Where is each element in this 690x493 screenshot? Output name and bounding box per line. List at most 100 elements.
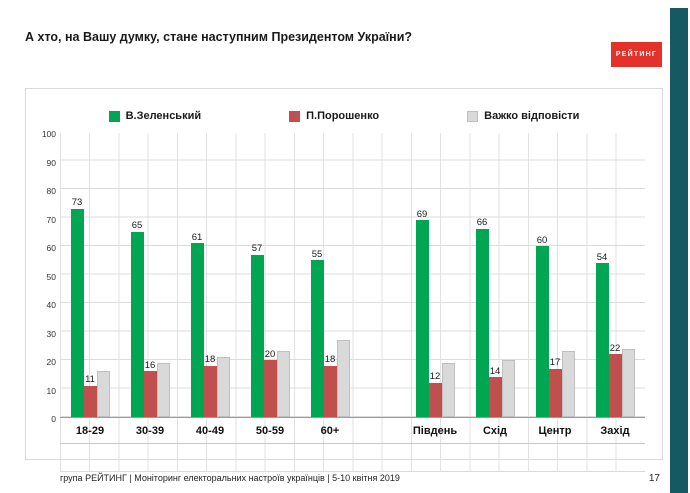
legend-label: Важко відповісти bbox=[484, 110, 580, 122]
y-axis: 100 90 80 70 60 50 40 30 20 10 0 bbox=[34, 129, 60, 424]
bar-value-label: 16 bbox=[144, 359, 156, 371]
bar-wrap: 55 bbox=[310, 248, 324, 417]
bar-group: 73 11 bbox=[60, 133, 120, 417]
chart-legend: В.Зеленський П.Порошенко Важко відповісти bbox=[26, 105, 662, 127]
category-label: 50-59 bbox=[255, 424, 285, 437]
bar-group: 66 14 bbox=[465, 133, 525, 417]
legend-item: П.Порошенко bbox=[289, 110, 379, 122]
bar-cluster: 57 20 bbox=[250, 243, 290, 417]
side-accent-stripe bbox=[670, 8, 688, 493]
plot-wrap: 73 11 65 16 61 18 57 20 55 18 69 12 66 14 60 17 54 22 18-… bbox=[60, 133, 645, 472]
bar bbox=[621, 348, 635, 417]
legend-swatch bbox=[289, 110, 301, 122]
bar bbox=[276, 351, 290, 417]
bar bbox=[70, 208, 84, 417]
category-label: Центр bbox=[538, 424, 572, 437]
bar bbox=[475, 228, 489, 417]
bar-value-label: 60 bbox=[536, 234, 548, 246]
rating-logo: РЕЙТИНГ bbox=[610, 42, 662, 67]
bar bbox=[595, 263, 609, 417]
page-number: 17 bbox=[648, 473, 660, 484]
y-axis-label: 80 bbox=[46, 186, 56, 196]
bar-value-label: 66 bbox=[476, 217, 488, 229]
bar-wrap: 61 bbox=[190, 231, 204, 417]
bar bbox=[216, 357, 230, 417]
bar-wrap: 18 bbox=[203, 354, 217, 417]
bar-wrap: 12 bbox=[428, 371, 442, 417]
legend-swatch bbox=[467, 110, 479, 122]
bar-wrap: 57 bbox=[250, 243, 264, 417]
bar bbox=[190, 243, 204, 417]
bar-value-label: 55 bbox=[311, 248, 323, 260]
plot-area: 73 11 65 16 61 18 57 20 55 18 69 12 66 14 60 17 54 22 bbox=[60, 133, 645, 418]
bar-wrap bbox=[501, 360, 515, 417]
bar-wrap: 18 bbox=[323, 354, 337, 417]
bar bbox=[250, 254, 264, 417]
bar-group: 60 17 bbox=[525, 133, 585, 417]
bar-wrap: 54 bbox=[595, 251, 609, 417]
y-axis-label: 30 bbox=[46, 328, 56, 339]
legend-label: П.Порошенко bbox=[306, 110, 380, 122]
category-label: Схід bbox=[482, 424, 508, 437]
y-axis-label: 10 bbox=[46, 385, 56, 396]
bar-wrap bbox=[621, 348, 635, 417]
bar-wrap: 17 bbox=[548, 357, 562, 417]
bar bbox=[428, 382, 442, 417]
bar-value-label: 57 bbox=[251, 243, 263, 255]
bar-group: 57 20 bbox=[240, 133, 300, 417]
bar-wrap: 11 bbox=[83, 374, 97, 417]
bar bbox=[548, 368, 562, 417]
bar-wrap: 65 bbox=[130, 221, 144, 417]
y-axis-label: 20 bbox=[46, 357, 56, 367]
legend-label: В.Зеленський bbox=[125, 110, 202, 122]
y-axis-label: 0 bbox=[51, 414, 56, 424]
bar-value-label: 14 bbox=[489, 365, 501, 377]
bar-cluster: 66 14 bbox=[475, 217, 515, 417]
bar-group: 55 18 bbox=[300, 133, 360, 417]
bar bbox=[130, 231, 144, 417]
bar-wrap: 22 bbox=[608, 344, 622, 417]
bar-group: 54 22 bbox=[585, 133, 645, 417]
bar bbox=[608, 354, 622, 417]
bar-value-label: 61 bbox=[191, 231, 203, 243]
bar-wrap: 20 bbox=[263, 349, 277, 417]
bar-value-label: 12 bbox=[429, 371, 441, 383]
bar-cluster: 65 16 bbox=[130, 221, 170, 417]
bar-wrap: 14 bbox=[488, 365, 502, 417]
bar bbox=[488, 377, 502, 417]
labels-row: 18-29 30-39 40-49 50-59 60+ Південь Схід Центр З… bbox=[60, 418, 645, 444]
bar-value-label: 18 bbox=[324, 354, 336, 366]
bar-group: 65 16 bbox=[120, 133, 180, 417]
bar-cluster: 69 12 bbox=[415, 210, 455, 417]
bar bbox=[310, 260, 324, 417]
bar-group: 69 12 bbox=[405, 133, 465, 417]
bar bbox=[441, 362, 455, 417]
bar-value-label: 17 bbox=[549, 357, 561, 369]
category-label: 18-29 bbox=[75, 424, 105, 437]
bar bbox=[415, 220, 429, 417]
bar-wrap bbox=[336, 340, 350, 417]
chart-title: А хто, на Вашу думку, стане наступним Пр… bbox=[25, 30, 413, 44]
legend-item: Важко відповісти bbox=[467, 110, 579, 122]
bar-wrap bbox=[96, 371, 110, 417]
bar-wrap bbox=[276, 351, 290, 417]
bar bbox=[203, 365, 217, 417]
bar bbox=[156, 362, 170, 417]
bar-cluster: 54 22 bbox=[595, 251, 635, 417]
bar bbox=[83, 385, 97, 417]
bar-cluster: 60 17 bbox=[535, 234, 575, 417]
bar bbox=[336, 340, 350, 417]
legend-swatch bbox=[108, 110, 120, 122]
bar-group: 61 18 bbox=[180, 133, 240, 417]
bar-value-label: 54 bbox=[596, 251, 608, 263]
bar-value-label: 11 bbox=[85, 374, 95, 386]
y-axis-label: 100 bbox=[41, 129, 56, 139]
footer-text: група РЕЙТИНГ | Моніторинг електоральних… bbox=[60, 473, 400, 483]
bar-wrap bbox=[156, 362, 170, 417]
y-axis-label: 40 bbox=[46, 300, 56, 310]
y-axis-label: 60 bbox=[46, 243, 56, 253]
bar-value-label: 18 bbox=[204, 354, 216, 366]
y-axis-label: 90 bbox=[46, 157, 56, 168]
category-label: 60+ bbox=[320, 424, 340, 437]
bar-wrap bbox=[216, 357, 230, 417]
